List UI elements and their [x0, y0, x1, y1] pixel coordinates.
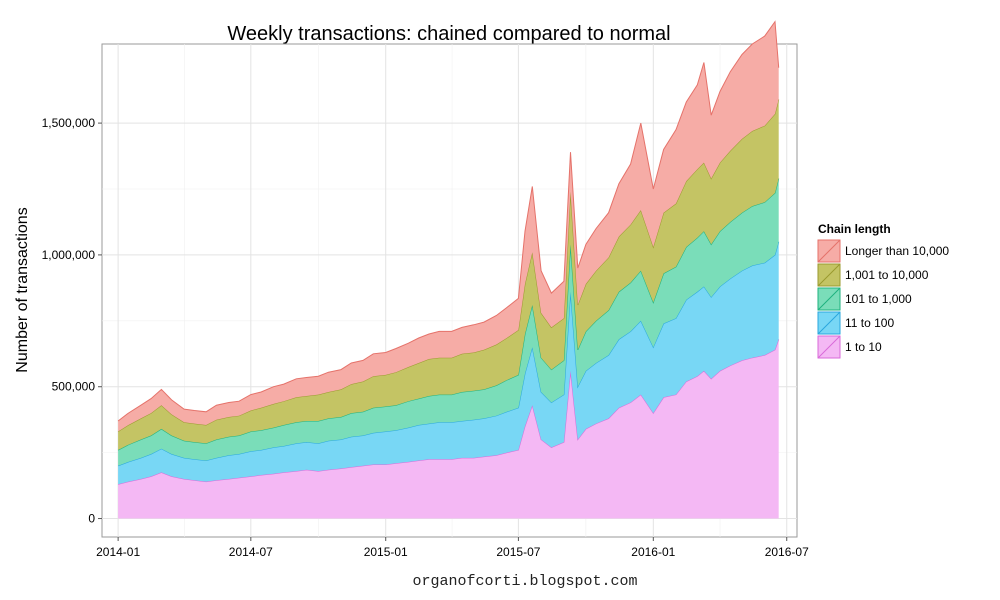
- legend-swatch-diagonal: [817, 263, 841, 287]
- legend-item-101-to-1-000: 101 to 1,000: [817, 287, 912, 311]
- legend-title: Chain length: [818, 222, 891, 236]
- y-tick-label: 1,500,000: [42, 116, 96, 130]
- legend: Chain length Longer than 10,000 1,001 to …: [817, 222, 949, 359]
- x-tick-label: 2016-01: [631, 545, 675, 559]
- legend-swatch-diagonal: [817, 335, 841, 359]
- y-axis: 0 500,000 1,000,000 1,500,000: [42, 116, 102, 526]
- caption: organofcorti.blogspot.com: [412, 573, 637, 590]
- x-tick-label: 2015-01: [364, 545, 408, 559]
- legend-label: 101 to 1,000: [845, 292, 912, 306]
- legend-item-longer-than-10-000: Longer than 10,000: [817, 239, 949, 263]
- legend-item-1-001-to-10-000: 1,001 to 10,000: [817, 263, 929, 287]
- area-1-001-to-10-000: [118, 99, 779, 451]
- line-longer-than-10-000: [117, 20, 780, 422]
- legend-label: 11 to 100: [845, 316, 894, 330]
- y-tick-label: 0: [88, 512, 95, 526]
- legend-label: 1,001 to 10,000: [845, 268, 929, 282]
- legend-item-1-to-10: 1 to 10: [817, 335, 882, 359]
- legend-swatch-diagonal: [817, 311, 841, 335]
- legend-swatch-diagonal: [817, 287, 841, 311]
- area-11-to-100: [118, 241, 779, 485]
- legend-item-11-to-100: 11 to 100: [817, 311, 894, 335]
- legend-label: Longer than 10,000: [845, 244, 949, 258]
- x-tick-label: 2015-07: [496, 545, 540, 559]
- legend-swatch-diagonal: [817, 239, 841, 263]
- x-axis: 2014-01 2014-07 2015-01 2015-07 2016-01 2016-…: [96, 537, 809, 559]
- y-tick-label: 1,000,000: [42, 248, 96, 262]
- x-tick-label: 2016-07: [765, 545, 809, 559]
- area-longer-than-10-000: [118, 21, 779, 432]
- x-tick-label: 2014-07: [229, 545, 273, 559]
- area-101-to-1-000: [118, 178, 779, 466]
- y-axis-title: Number of transactions: [14, 207, 31, 372]
- legend-label: 1 to 10: [845, 340, 882, 354]
- y-tick-label: 500,000: [52, 380, 96, 394]
- x-tick-label: 2014-01: [96, 545, 140, 559]
- chart-title: Weekly transactions: chained compared to…: [227, 23, 670, 45]
- area-1-to-10: [118, 339, 779, 519]
- series-areas: [117, 20, 780, 519]
